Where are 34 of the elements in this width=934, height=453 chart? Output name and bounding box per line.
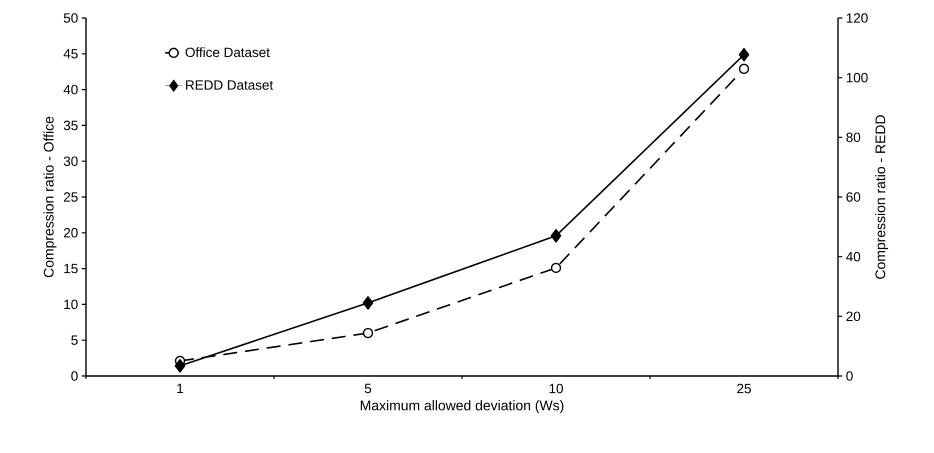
x-tick-label: 1 [177, 384, 184, 394]
y-tick-label: 0 [71, 371, 78, 381]
y2-axis-title: Compression ratio - REDD [875, 115, 888, 279]
y2-tick-label: 120 [846, 13, 868, 23]
y-tick-label: 35 [64, 120, 78, 130]
x-tick-label: 5 [364, 384, 372, 394]
y2-tick-label: 60 [846, 192, 860, 202]
y-axis-title: Compression ratio - Office [43, 116, 56, 278]
y2-tick-label: 100 [846, 72, 868, 82]
y-tick-label: 20 [64, 228, 78, 238]
point [362, 328, 374, 338]
point [550, 229, 562, 243]
y-tick-label: 10 [64, 300, 78, 310]
point [738, 64, 750, 74]
x-tick-label: 10 [550, 384, 563, 394]
point [550, 262, 562, 274]
legend-label: Office Dataset [186, 47, 270, 58]
y-tick-label: 40 [64, 84, 78, 94]
y-tick-label: 15 [64, 264, 78, 274]
y-tick-label: 30 [64, 156, 78, 166]
x-axis-title: Maximum allowed deviation (Ws) [360, 400, 564, 414]
point [174, 359, 186, 373]
y-tick-label: 5 [71, 336, 78, 345]
point [362, 296, 374, 310]
y2-tick-label: 20 [846, 312, 860, 322]
y2-tick-label: 0 [846, 371, 853, 381]
point [738, 48, 750, 62]
legend-label: REDD Dataset [186, 80, 274, 90]
y-tick-label: 45 [64, 49, 78, 58]
y-tick-label: 25 [64, 192, 78, 202]
x-tick-label: 25 [737, 384, 751, 394]
y-tick-label: 50 [64, 13, 78, 23]
y2-tick-label: 40 [846, 252, 860, 262]
y2-tick-label: 80 [846, 132, 860, 142]
